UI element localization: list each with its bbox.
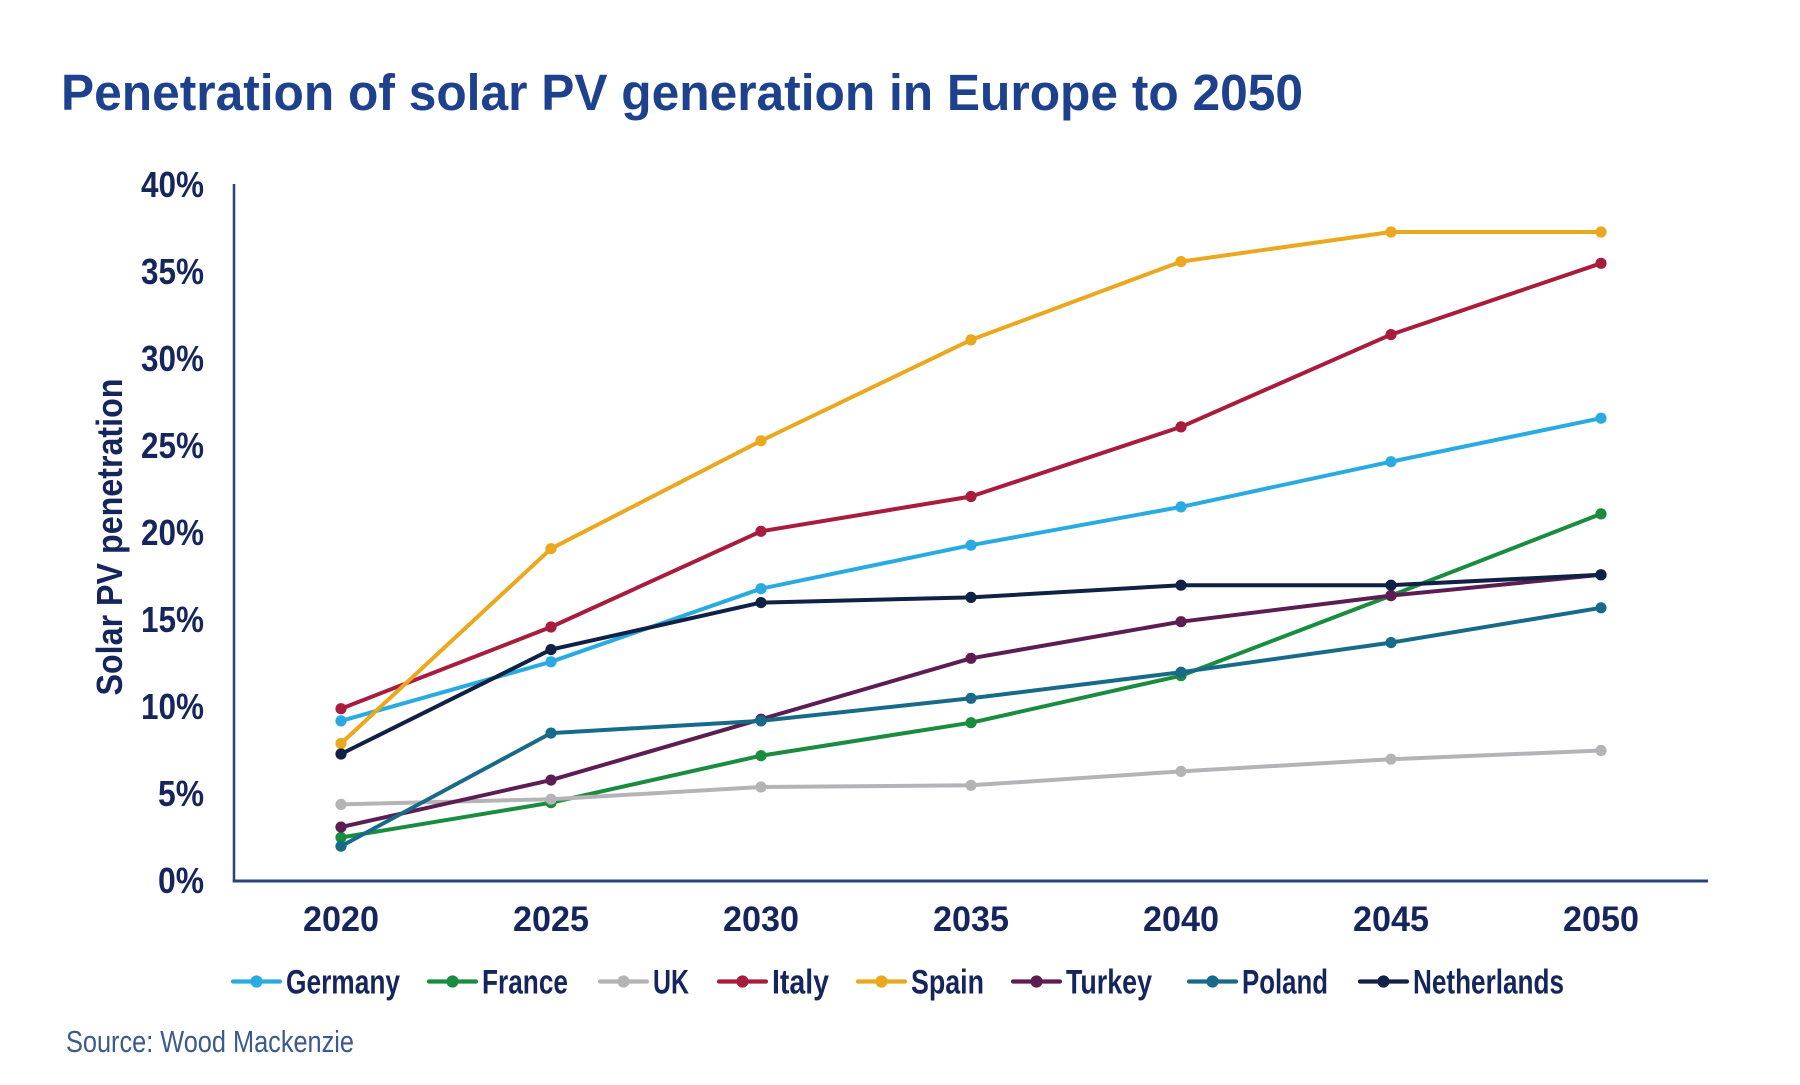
svg-text:Netherlands: Netherlands — [1413, 963, 1564, 1001]
svg-text:20%: 20% — [141, 512, 204, 553]
svg-text:2035: 2035 — [933, 900, 1009, 939]
svg-text:0%: 0% — [158, 860, 204, 901]
svg-text:40%: 40% — [141, 164, 204, 205]
svg-text:30%: 30% — [141, 338, 204, 379]
svg-text:Poland: Poland — [1242, 963, 1328, 1001]
svg-text:Italy: Italy — [772, 963, 829, 1001]
svg-text:Turkey: Turkey — [1066, 963, 1152, 1001]
svg-text:France: France — [482, 963, 568, 1001]
svg-text:5%: 5% — [158, 773, 204, 814]
svg-text:2040: 2040 — [1143, 900, 1219, 939]
svg-text:2020: 2020 — [303, 900, 379, 939]
svg-text:Source: Wood Mackenzie: Source: Wood Mackenzie — [66, 1024, 354, 1059]
svg-text:Spain: Spain — [911, 963, 984, 1001]
svg-text:2050: 2050 — [1563, 900, 1639, 939]
svg-text:10%: 10% — [141, 686, 204, 727]
svg-text:2025: 2025 — [513, 900, 589, 939]
svg-text:35%: 35% — [141, 251, 204, 292]
svg-text:2030: 2030 — [723, 900, 799, 939]
svg-text:Solar PV penetration: Solar PV penetration — [89, 379, 130, 696]
svg-text:UK: UK — [653, 963, 689, 1001]
svg-text:Penetration of solar PV genera: Penetration of solar PV generation in Eu… — [61, 64, 1303, 121]
svg-text:15%: 15% — [141, 599, 204, 640]
svg-text:2045: 2045 — [1353, 900, 1429, 939]
svg-text:25%: 25% — [141, 425, 204, 466]
svg-text:Germany: Germany — [286, 963, 400, 1001]
